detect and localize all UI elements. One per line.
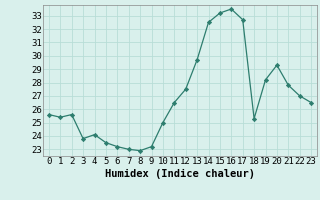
X-axis label: Humidex (Indice chaleur): Humidex (Indice chaleur) bbox=[105, 169, 255, 179]
